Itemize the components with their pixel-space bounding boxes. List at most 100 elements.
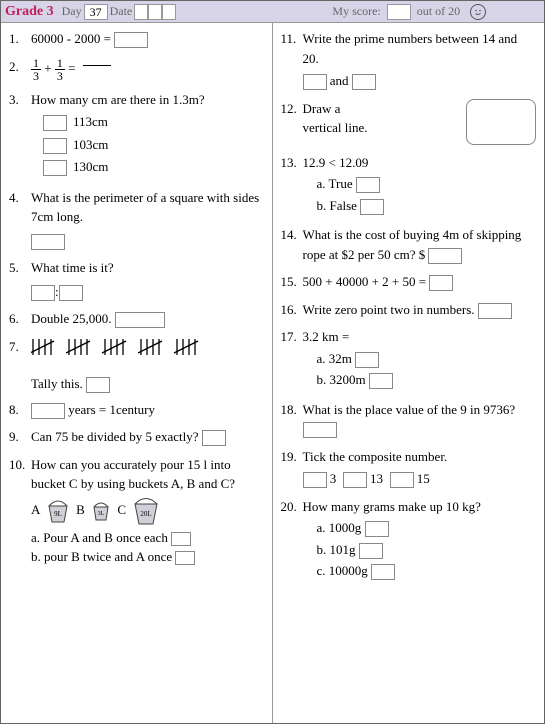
q20-box-a[interactable] (365, 521, 389, 537)
q2-num: 2. (9, 57, 31, 82)
q10-opt-a: a. Pour A and B once each (31, 530, 168, 545)
q10: 10. How can you accurately pour 15 l int… (9, 455, 264, 567)
q20-box-c[interactable] (371, 564, 395, 580)
q15: 15. 500 + 40000 + 2 + 50 = (281, 272, 537, 292)
q10-box-b[interactable] (175, 551, 195, 565)
q7-text: Tally this. (31, 376, 83, 391)
q20-opt-a: a. 1000g (317, 520, 362, 535)
q18-num: 18. (281, 400, 303, 439)
bucket-c-icon: 20L (131, 496, 161, 526)
q9-text: Can 75 be divided by 5 exactly? (31, 429, 199, 444)
q4-num: 4. (9, 188, 31, 251)
q1: 1. 60000 - 2000 = (9, 29, 264, 49)
q6-text: Double 25,000. (31, 311, 112, 326)
q12-drawbox[interactable] (466, 99, 536, 145)
q2-plus: + (44, 60, 51, 75)
q14-text: What is the cost of buying 4m of skippin… (303, 227, 522, 262)
worksheet-page: Grade 3 Day 37 Date My score: out of 20 … (0, 0, 545, 724)
svg-text:20L: 20L (141, 510, 152, 518)
q10-box-a[interactable] (171, 532, 191, 546)
q13-opt-a: a. True (317, 176, 353, 191)
q6-answer[interactable] (115, 312, 165, 328)
q5-min[interactable] (59, 285, 83, 301)
q15-answer[interactable] (429, 275, 453, 291)
q2-answer[interactable] (83, 65, 111, 66)
smiley-icon (470, 4, 486, 20)
q3-box-a[interactable] (43, 115, 67, 131)
left-column: 1. 60000 - 2000 = 2. 13 + 13 = 3. How ma… (1, 1, 273, 723)
header-left: Grade 3 Day 37 Date (1, 1, 273, 23)
q13-box-a[interactable] (356, 177, 380, 193)
q11-ans1[interactable] (303, 74, 327, 90)
q20-num: 20. (281, 497, 303, 583)
q14-num: 14. (281, 225, 303, 264)
q17-box-b[interactable] (369, 373, 393, 389)
q5-hour[interactable] (31, 285, 55, 301)
q9: 9. Can 75 be divided by 5 exactly? (9, 427, 264, 447)
q11-ans2[interactable] (352, 74, 376, 90)
q13-text: 12.9 < 12.09 (303, 153, 537, 173)
q9-num: 9. (9, 427, 31, 447)
q10-opt-b: b. pour B twice and A once (31, 549, 172, 564)
q16: 16. Write zero point two in numbers. (281, 300, 537, 320)
q17-opt-a: a. 32m (317, 351, 352, 366)
q20-box-b[interactable] (359, 543, 383, 559)
q4: 4. What is the perimeter of a square wit… (9, 188, 264, 251)
q8-answer[interactable] (31, 403, 65, 419)
q19-box-a[interactable] (303, 472, 327, 488)
q17-box-a[interactable] (355, 352, 379, 368)
q19-box-b[interactable] (343, 472, 367, 488)
q7-answer[interactable] (86, 377, 110, 393)
q8: 8. years = 1century (9, 400, 264, 420)
score-suffix: out of 20 (417, 4, 460, 19)
day-value: 37 (84, 4, 108, 20)
q3-box-c[interactable] (43, 160, 67, 176)
q19: 19. Tick the composite number. 3 13 15 (281, 447, 537, 489)
q2: 2. 13 + 13 = (9, 57, 264, 82)
date-box-1[interactable] (134, 4, 148, 20)
q13-box-b[interactable] (360, 199, 384, 215)
q5-text: What time is it? (31, 258, 264, 278)
q11-and: and (330, 73, 349, 88)
q5: 5. What time is it? : (9, 258, 264, 301)
q1-answer[interactable] (114, 32, 148, 48)
svg-text:3L: 3L (98, 511, 105, 517)
q16-answer[interactable] (478, 303, 512, 319)
date-box-3[interactable] (162, 4, 176, 20)
q17: 17. 3.2 km = a. 32m b. 3200m (281, 327, 537, 392)
q19-opt-b: 13 (370, 471, 383, 486)
bucket-a-icon: 9L (45, 498, 71, 524)
header-right: My score: out of 20 (273, 1, 545, 23)
q10-labC: C (117, 501, 126, 516)
q6: 6. Double 25,000. (9, 309, 264, 329)
grade-label: Grade 3 (5, 4, 54, 20)
q17-opt-b: b. 3200m (317, 372, 366, 387)
q10-labA: A (31, 501, 40, 516)
q19-box-c[interactable] (390, 472, 414, 488)
q14-answer[interactable] (428, 248, 462, 264)
q14: 14. What is the cost of buying 4m of ski… (281, 225, 537, 264)
q4-answer[interactable] (31, 234, 65, 250)
q10-labB: B (76, 501, 85, 516)
q19-text: Tick the composite number. (303, 447, 537, 467)
q17-text: 3.2 km = (303, 327, 537, 347)
q3-opt-c: 130cm (73, 159, 108, 174)
q9-answer[interactable] (202, 430, 226, 446)
score-box[interactable] (387, 4, 411, 20)
q3-opt-b: 103cm (73, 137, 108, 152)
date-box-2[interactable] (148, 4, 162, 20)
q4-text: What is the perimeter of a square with s… (31, 188, 264, 227)
q18-answer[interactable] (303, 422, 337, 438)
q13-opt-b: b. False (317, 198, 357, 213)
score-label: My score: (332, 4, 380, 19)
q7-tallies (31, 337, 264, 365)
q17-num: 17. (281, 327, 303, 392)
q11: 11. Write the prime numbers between 14 a… (281, 29, 537, 91)
date-label: Date (110, 4, 133, 19)
q13-num: 13. (281, 153, 303, 218)
q19-opt-a: 3 (330, 471, 337, 486)
q2-frac1: 13 (31, 57, 41, 82)
q1-text: 60000 - 2000 = (31, 31, 111, 46)
q3-box-b[interactable] (43, 138, 67, 154)
q11-text: Write the prime numbers between 14 and 2… (303, 29, 537, 68)
